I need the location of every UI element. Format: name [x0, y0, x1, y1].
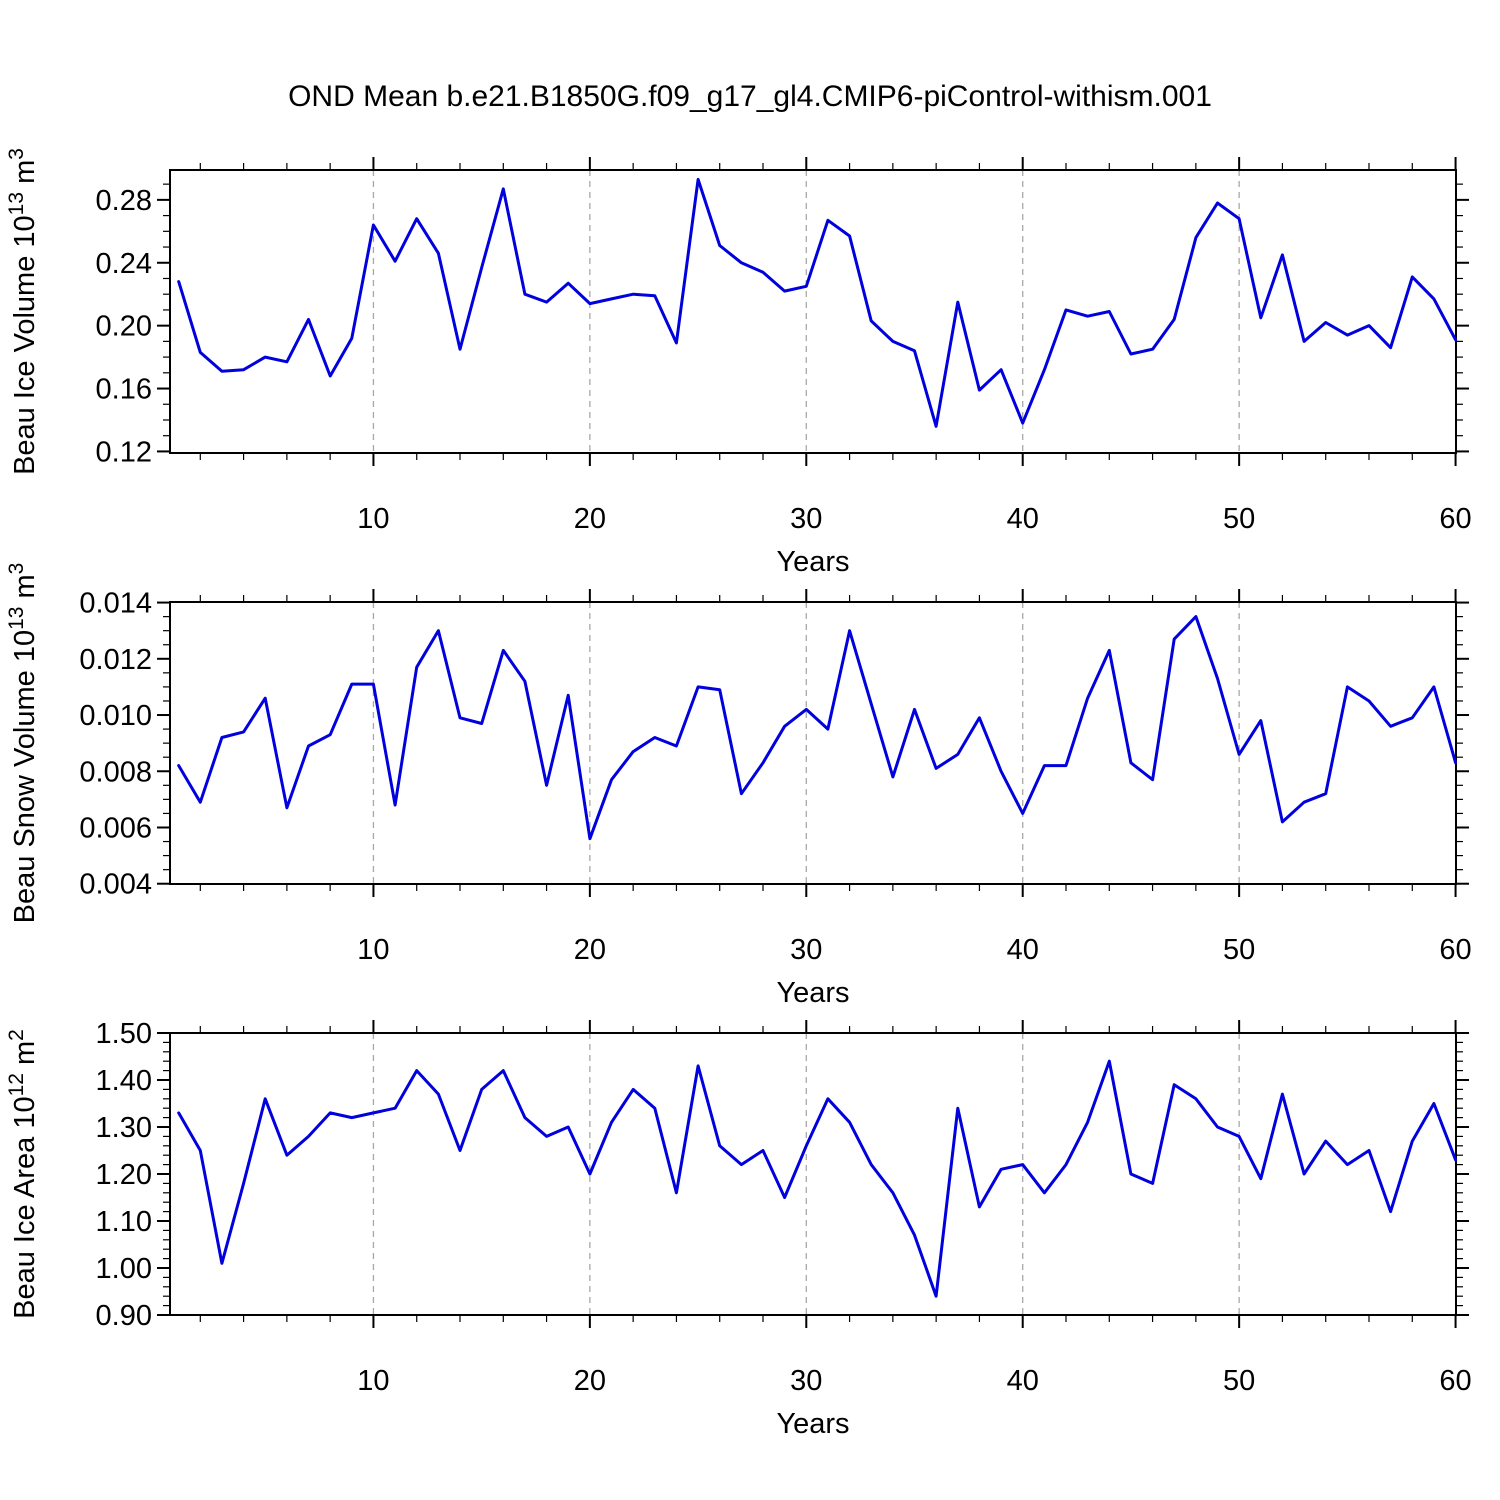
- data-line-beau-ice-area: [177, 1059, 1458, 1298]
- x-axis-title: Years: [776, 977, 849, 1009]
- panel-frame: [169, 601, 1457, 885]
- y-tick-label: 0.010: [79, 700, 152, 732]
- figure-title: OND Mean b.e21.B1850G.f09_g17_gl4.CMIP6-…: [288, 80, 1212, 113]
- x-tick-label: 30: [790, 503, 822, 535]
- y-tick-label: 1.30: [96, 1112, 152, 1144]
- y-axis-title: Beau Ice Area 1012 m2: [5, 1029, 41, 1319]
- x-tick-label: 30: [790, 934, 822, 966]
- x-tick-label: 60: [1439, 1365, 1471, 1397]
- x-tick-label: 40: [1007, 1365, 1039, 1397]
- data-line-beau-ice-volume: [177, 177, 1458, 428]
- y-tick-label: 1.50: [96, 1018, 152, 1050]
- y-tick-label: 1.20: [96, 1159, 152, 1191]
- x-tick-label: 50: [1223, 934, 1255, 966]
- x-tick-label: 40: [1007, 503, 1039, 535]
- x-tick-label: 10: [357, 1365, 389, 1397]
- x-tick-label: 50: [1223, 1365, 1255, 1397]
- y-tick-label: 1.40: [96, 1065, 152, 1097]
- y-tick-label: 0.90: [96, 1300, 152, 1332]
- x-tick-label: 20: [574, 934, 606, 966]
- y-tick-label: 0.014: [79, 588, 152, 620]
- y-tick-label: 1.00: [96, 1253, 152, 1285]
- x-tick-label: 60: [1439, 934, 1471, 966]
- y-tick-label: 0.20: [96, 311, 152, 343]
- x-tick-label: 20: [574, 503, 606, 535]
- panel-frame: [169, 169, 1457, 454]
- y-tick-label: 0.12: [96, 436, 152, 468]
- x-tick-label: 20: [574, 1365, 606, 1397]
- x-tick-label: 50: [1223, 503, 1255, 535]
- x-tick-label: 40: [1007, 934, 1039, 966]
- y-tick-label: 1.10: [96, 1206, 152, 1238]
- data-line-beau-snow-volume: [177, 615, 1458, 841]
- panel-beau-snow-volume: 0.004 0.006 0.008 0.010 0.012 0.014 10 20 30 40 50…: [5, 563, 1472, 1009]
- y-tick-label: 0.006: [79, 812, 152, 844]
- y-axis-title: Beau Ice Volume 1013 m3: [5, 148, 41, 475]
- y-axis-title: Beau Snow Volume 1013 m3: [5, 563, 41, 924]
- x-tick-label: 10: [357, 934, 389, 966]
- x-tick-label: 10: [357, 503, 389, 535]
- x-tick-label: 60: [1439, 503, 1471, 535]
- y-tick-label: 0.24: [96, 248, 152, 280]
- x-tick-label: 30: [790, 1365, 822, 1397]
- y-tick-label: 0.28: [96, 185, 152, 217]
- y-tick-label: 0.012: [79, 644, 152, 676]
- panel-beau-ice-volume: 0.12 0.16 0.20 0.24 0.28 10 20 30 40 50 60 Years Bea…: [5, 148, 1472, 578]
- y-tick-label: 0.008: [79, 756, 152, 788]
- x-axis-title: Years: [776, 546, 849, 578]
- y-tick-label: 0.16: [96, 374, 152, 406]
- y-tick-label: 0.004: [79, 869, 152, 901]
- x-axis-title: Years: [776, 1408, 849, 1440]
- panel-beau-ice-area: 0.90 1.00 1.10 1.20 1.30 1.40 1.50 10 20 30 40 50 60…: [5, 1018, 1472, 1440]
